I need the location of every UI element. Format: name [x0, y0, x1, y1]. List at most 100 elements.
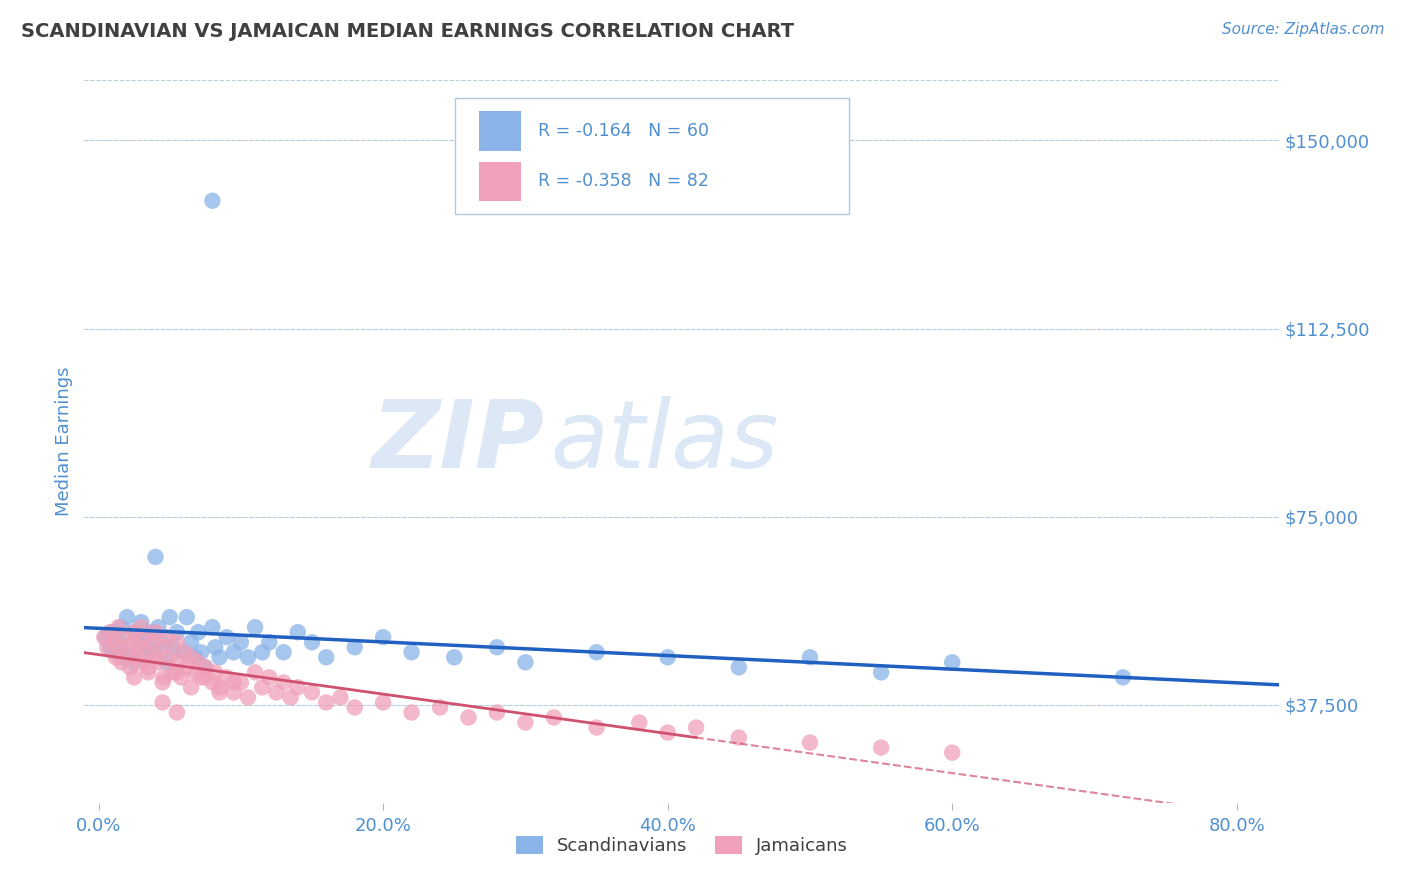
Point: [208, 685, 231, 699]
Point: [343, 700, 366, 714]
Point: [124, 650, 146, 665]
Point: [166, 655, 188, 669]
Point: [250, 645, 273, 659]
Point: [159, 650, 181, 665]
Point: [96, 640, 118, 655]
FancyBboxPatch shape: [479, 161, 520, 202]
Point: [343, 640, 366, 655]
Point: [138, 665, 160, 680]
Point: [373, 630, 395, 644]
Point: [236, 650, 259, 665]
Point: [145, 650, 167, 665]
Point: [176, 610, 198, 624]
Point: [727, 731, 749, 745]
Point: [201, 620, 224, 634]
Point: [101, 635, 124, 649]
Point: [194, 670, 217, 684]
Point: [115, 610, 138, 624]
Point: [121, 635, 143, 649]
Point: [204, 665, 226, 680]
Point: [145, 625, 167, 640]
Point: [515, 715, 537, 730]
Point: [152, 696, 174, 710]
Point: [870, 740, 893, 755]
Point: [266, 685, 288, 699]
Point: [208, 650, 231, 665]
Point: [98, 625, 121, 640]
Point: [187, 655, 209, 669]
Point: [799, 735, 821, 749]
Point: [799, 650, 821, 665]
Point: [429, 700, 451, 714]
Text: R = -0.164   N = 60: R = -0.164 N = 60: [538, 122, 710, 140]
Point: [301, 685, 323, 699]
Point: [287, 681, 309, 695]
Point: [180, 635, 202, 649]
Point: [159, 610, 181, 624]
Point: [142, 625, 165, 640]
Point: [1112, 670, 1135, 684]
Point: [127, 640, 149, 655]
Point: [457, 710, 479, 724]
Point: [93, 630, 115, 644]
Point: [250, 681, 273, 695]
Point: [152, 675, 174, 690]
Point: [585, 721, 607, 735]
Point: [443, 650, 465, 665]
Point: [129, 615, 152, 630]
Point: [243, 665, 266, 680]
Point: [170, 670, 193, 684]
Point: [187, 625, 209, 640]
Text: atlas: atlas: [551, 396, 779, 487]
Point: [184, 665, 207, 680]
Point: [138, 660, 160, 674]
Point: [156, 630, 179, 644]
Point: [173, 645, 195, 659]
Point: [145, 549, 167, 564]
Point: [180, 650, 202, 665]
Point: [142, 635, 165, 649]
Point: [201, 675, 224, 690]
Point: [118, 660, 141, 674]
Point: [122, 655, 145, 669]
Point: [112, 650, 135, 665]
Point: [104, 645, 127, 659]
Text: SCANDINAVIAN VS JAMAICAN MEDIAN EARNINGS CORRELATION CHART: SCANDINAVIAN VS JAMAICAN MEDIAN EARNINGS…: [21, 22, 794, 41]
Point: [108, 640, 131, 655]
Point: [194, 660, 217, 674]
Point: [129, 620, 152, 634]
Point: [287, 625, 309, 640]
Point: [127, 635, 149, 649]
Point: [259, 635, 281, 649]
Point: [543, 710, 565, 724]
Point: [98, 640, 121, 655]
Point: [628, 715, 651, 730]
Point: [201, 194, 224, 208]
Point: [176, 660, 198, 674]
Point: [941, 746, 963, 760]
Point: [156, 655, 179, 669]
Point: [315, 650, 337, 665]
Point: [115, 645, 138, 659]
Point: [657, 650, 679, 665]
Text: Source: ZipAtlas.com: Source: ZipAtlas.com: [1222, 22, 1385, 37]
Point: [101, 625, 124, 640]
Point: [870, 665, 893, 680]
Y-axis label: Median Earnings: Median Earnings: [55, 367, 73, 516]
Point: [166, 706, 188, 720]
Point: [401, 706, 423, 720]
Point: [180, 681, 202, 695]
Point: [485, 640, 508, 655]
Point: [110, 620, 132, 634]
Point: [122, 625, 145, 640]
Point: [243, 620, 266, 634]
Point: [135, 630, 157, 644]
Point: [136, 645, 159, 659]
Point: [190, 645, 212, 659]
Point: [215, 670, 238, 684]
Point: [222, 685, 245, 699]
Point: [173, 645, 195, 659]
Point: [280, 690, 302, 705]
Point: [259, 670, 281, 684]
Point: [138, 640, 160, 655]
